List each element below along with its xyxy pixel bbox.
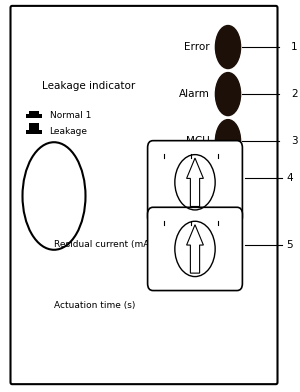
- Text: Normal 1: Normal 1: [50, 111, 91, 120]
- Polygon shape: [187, 158, 203, 207]
- Bar: [26, 130, 42, 134]
- Text: 1.0: 1.0: [185, 209, 198, 218]
- Ellipse shape: [215, 73, 241, 116]
- Text: MCU: MCU: [186, 136, 209, 146]
- Text: 2: 2: [291, 89, 298, 99]
- Text: 500: 500: [211, 142, 226, 151]
- Text: 300: 300: [184, 142, 199, 151]
- Text: 2.0: 2.0: [212, 209, 225, 218]
- FancyBboxPatch shape: [148, 141, 242, 224]
- Text: Actuation time (s): Actuation time (s): [54, 301, 135, 310]
- Polygon shape: [187, 225, 203, 273]
- FancyBboxPatch shape: [11, 6, 278, 384]
- Text: 30: 30: [158, 142, 169, 151]
- Bar: [26, 114, 42, 118]
- Text: Leakage: Leakage: [50, 127, 88, 136]
- Text: Leakage: Leakage: [176, 145, 214, 153]
- Text: 3: 3: [291, 136, 298, 146]
- Text: Leakage indicator: Leakage indicator: [42, 81, 135, 91]
- Text: Error: Error: [184, 42, 209, 52]
- Text: Alarm: Alarm: [178, 89, 209, 99]
- Text: 0.4: 0.4: [157, 209, 170, 218]
- Text: 5: 5: [286, 240, 293, 250]
- Ellipse shape: [215, 120, 241, 163]
- Bar: [28, 111, 39, 114]
- Text: 1: 1: [291, 42, 298, 52]
- FancyBboxPatch shape: [148, 207, 242, 290]
- Bar: [28, 123, 39, 130]
- Text: Residual current (mA): Residual current (mA): [54, 241, 153, 249]
- Text: 4: 4: [286, 173, 293, 183]
- Ellipse shape: [215, 25, 241, 69]
